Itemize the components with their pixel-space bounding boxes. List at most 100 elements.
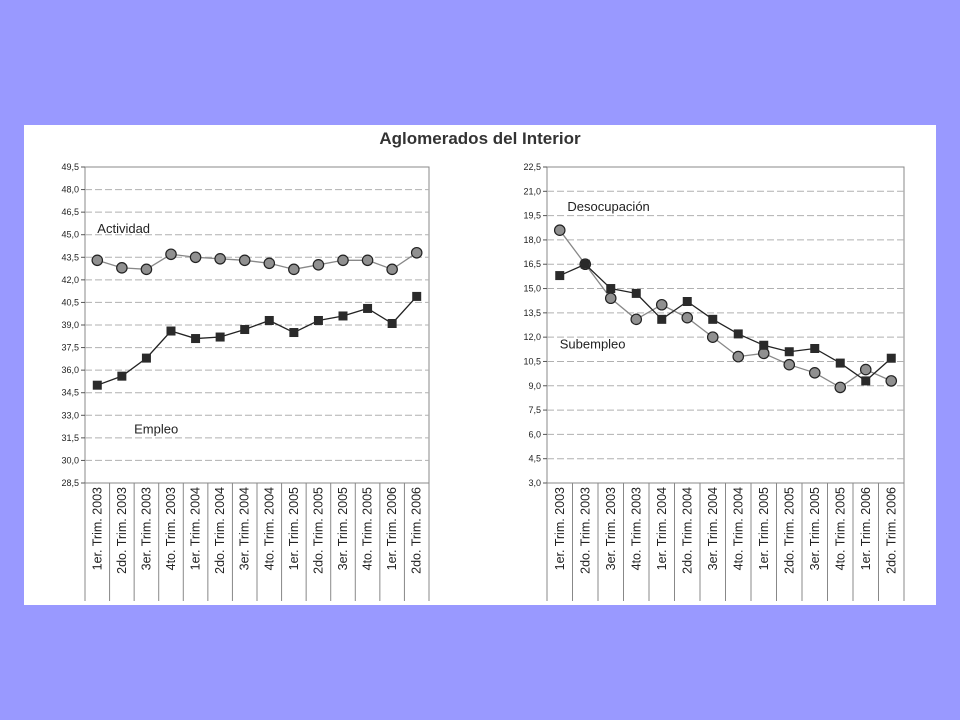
- data-point: [553, 224, 566, 236]
- series-annotation: Subempleo: [560, 336, 626, 351]
- x-tick-label: 1er. Trim. 2004: [655, 487, 669, 570]
- y-tick-label: 39,0: [61, 320, 79, 330]
- y-tick-label: 9,0: [528, 381, 541, 391]
- x-tick-label: 1er. Trim. 2006: [385, 487, 399, 570]
- data-point: [708, 314, 718, 324]
- data-point: [681, 311, 694, 324]
- y-tick-label: 31,5: [61, 433, 79, 443]
- y-tick-label: 46,5: [61, 207, 79, 217]
- y-tick-label: 37,5: [61, 343, 79, 353]
- data-point: [166, 326, 176, 336]
- y-tick-label: 48,0: [61, 185, 79, 195]
- data-point: [312, 259, 325, 271]
- data-point: [682, 297, 692, 307]
- x-tick-label: 2do. Trim. 2004: [680, 487, 694, 574]
- x-tick-label: 3er. Trim. 2005: [808, 487, 822, 570]
- data-point: [783, 358, 796, 371]
- y-tick-label: 21,0: [523, 186, 541, 196]
- y-tick-label: 19,5: [523, 211, 541, 221]
- x-tick-label: 1er. Trim. 2005: [287, 487, 301, 570]
- data-point: [834, 381, 847, 394]
- chart-panel: Aglomerados del Interior 28,5 30,0 31,5 33,…: [24, 125, 936, 605]
- x-tick-label: 4to. Trim. 2004: [262, 487, 276, 570]
- y-tick-label: 45,0: [61, 230, 79, 240]
- data-point: [288, 263, 300, 276]
- data-point: [732, 350, 745, 363]
- data-point: [885, 375, 898, 387]
- data-point: [386, 263, 398, 276]
- data-point: [810, 343, 820, 353]
- data-point: [808, 367, 821, 379]
- data-point: [313, 315, 323, 325]
- data-point: [631, 288, 641, 298]
- x-tick-label: 3er. Trim. 2004: [706, 487, 720, 570]
- x-tick-label: 3er. Trim. 2005: [336, 487, 350, 570]
- x-tick-label: 1er. Trim. 2004: [189, 487, 203, 570]
- data-point: [116, 262, 128, 274]
- data-point: [263, 257, 276, 270]
- y-tick-label: 13,5: [523, 308, 541, 318]
- data-point: [412, 291, 422, 301]
- data-point: [240, 325, 250, 335]
- y-tick-label: 3,0: [528, 478, 541, 488]
- data-point: [655, 298, 668, 311]
- data-point: [191, 334, 201, 344]
- y-tick-label: 42,0: [61, 275, 79, 285]
- y-tick-label: 18,0: [523, 235, 541, 245]
- y-tick-label: 6,0: [528, 429, 541, 439]
- data-point: [410, 246, 423, 259]
- charts-canvas: 28,5 30,0 31,5 33,0 34,5 36,0 37,5 39,0 40,5 42,0…: [61, 162, 905, 601]
- data-point: [117, 371, 127, 381]
- data-point: [835, 358, 845, 368]
- x-tick-label: 2do. Trim. 2004: [213, 487, 227, 574]
- y-tick-label: 33,0: [61, 410, 79, 420]
- data-point: [606, 284, 616, 294]
- data-point: [264, 315, 274, 325]
- data-point: [289, 328, 299, 338]
- y-tick-label: 40,5: [61, 297, 79, 307]
- data-point: [361, 254, 374, 267]
- x-tick-label: 1er. Trim. 2003: [90, 487, 104, 570]
- x-tick-label: 4to. Trim. 2004: [731, 487, 745, 570]
- data-point: [706, 331, 719, 343]
- data-point: [859, 363, 872, 376]
- x-tick-label: 4to. Trim. 2003: [164, 487, 178, 570]
- y-tick-label: 43,5: [61, 252, 79, 262]
- x-tick-label: 4to. Trim. 2005: [361, 487, 375, 570]
- data-point: [886, 353, 896, 363]
- series-annotation: Empleo: [134, 421, 178, 436]
- data-point: [189, 251, 202, 264]
- x-tick-label: 2do. Trim. 2003: [578, 487, 592, 574]
- x-tick-label: 2do. Trim. 2005: [782, 487, 796, 574]
- x-tick-label: 2do. Trim. 2003: [115, 487, 129, 574]
- data-point: [363, 303, 373, 313]
- y-tick-label: 30,0: [61, 455, 79, 465]
- y-tick-label: 4,5: [528, 454, 541, 464]
- data-point: [784, 347, 794, 357]
- x-tick-label: 3er. Trim. 2003: [139, 487, 153, 570]
- data-point: [165, 248, 177, 261]
- data-point: [214, 252, 226, 265]
- y-tick-label: 36,0: [61, 365, 79, 375]
- x-tick-label: 1er. Trim. 2006: [859, 487, 873, 570]
- y-tick-label: 15,0: [523, 284, 541, 294]
- data-point: [630, 313, 643, 326]
- y-tick-label: 28,5: [61, 478, 79, 488]
- data-point: [861, 376, 871, 386]
- data-point: [141, 353, 151, 363]
- x-tick-label: 1er. Trim. 2005: [757, 487, 771, 570]
- data-point: [92, 380, 102, 390]
- y-tick-label: 22,5: [523, 162, 541, 172]
- x-tick-label: 4to. Trim. 2003: [629, 487, 643, 570]
- y-tick-label: 7,5: [528, 405, 541, 415]
- data-point: [759, 340, 769, 350]
- data-point: [387, 318, 397, 328]
- x-tick-label: 3er. Trim. 2003: [604, 487, 618, 570]
- data-point: [657, 314, 667, 324]
- data-point: [604, 292, 617, 305]
- series-annotation: Actividad: [97, 221, 150, 236]
- data-point: [91, 254, 104, 267]
- series-annotation: Desocupación: [567, 199, 649, 214]
- y-tick-label: 10,5: [523, 356, 541, 366]
- y-tick-label: 49,5: [61, 162, 79, 172]
